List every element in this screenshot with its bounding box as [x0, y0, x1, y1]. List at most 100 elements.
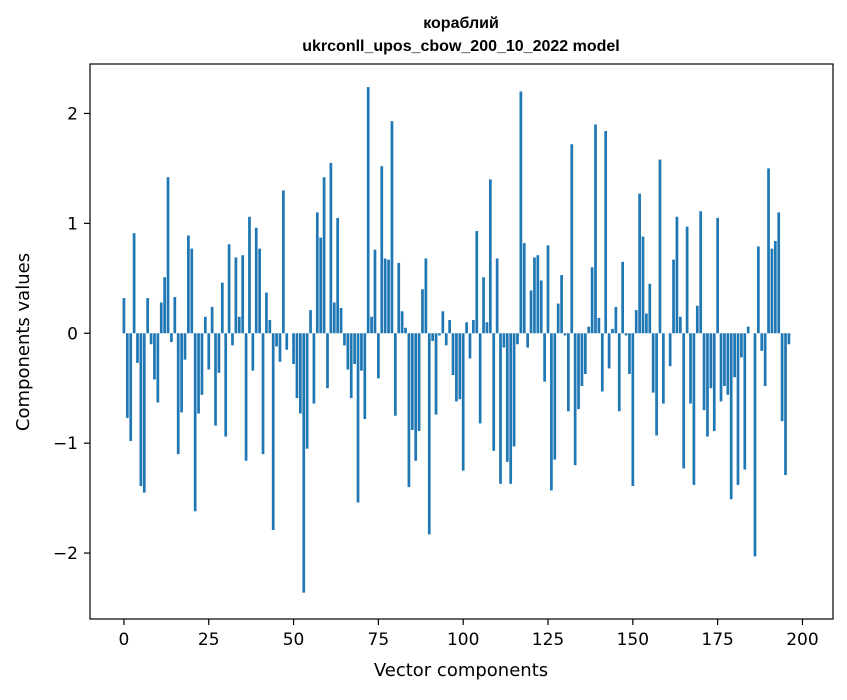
- bar: [706, 333, 709, 436]
- bar: [306, 333, 309, 448]
- bar: [452, 333, 455, 375]
- bar: [248, 217, 251, 334]
- bar: [187, 235, 190, 333]
- bar: [340, 308, 343, 333]
- bar: [374, 250, 377, 334]
- bar: [404, 328, 407, 334]
- bar: [377, 333, 380, 378]
- bar: [272, 333, 275, 530]
- bar: [472, 320, 475, 333]
- bar: [380, 166, 383, 333]
- bar: [621, 262, 624, 333]
- bar: [394, 333, 397, 415]
- bar: [499, 333, 502, 484]
- bar: [360, 333, 363, 370]
- bar: [299, 333, 302, 413]
- bar: [642, 237, 645, 334]
- bar: [221, 283, 224, 334]
- bar: [655, 333, 658, 435]
- bar: [445, 333, 448, 345]
- bar: [723, 333, 726, 386]
- bar: [123, 298, 126, 333]
- bar: [319, 238, 322, 334]
- bar: [686, 227, 689, 334]
- bar: [492, 333, 495, 451]
- bar: [543, 333, 546, 381]
- bar: [567, 333, 570, 411]
- y-tick-label: 1: [67, 214, 78, 234]
- bar: [760, 333, 763, 351]
- bar: [265, 293, 268, 334]
- bar: [747, 327, 750, 334]
- x-tick-label: 175: [701, 630, 733, 650]
- bar: [672, 260, 675, 334]
- bar: [696, 306, 699, 333]
- bar: [553, 333, 556, 459]
- bar: [346, 333, 349, 369]
- bar: [618, 333, 621, 411]
- bar: [743, 333, 746, 469]
- bar: [126, 333, 129, 418]
- bar: [302, 333, 305, 592]
- bar: [635, 310, 638, 333]
- bar: [547, 245, 550, 333]
- bar: [482, 277, 485, 333]
- bar: [489, 179, 492, 333]
- y-axis-label: Components values: [13, 253, 34, 431]
- bar: [458, 333, 461, 399]
- bar: [625, 333, 628, 335]
- bar: [520, 91, 523, 333]
- bar: [228, 244, 231, 333]
- bar: [207, 333, 210, 369]
- bar: [160, 302, 163, 333]
- x-tick-label: 75: [368, 630, 390, 650]
- bar: [401, 311, 404, 333]
- bar: [462, 333, 465, 470]
- bar: [140, 333, 143, 486]
- bar: [486, 322, 489, 333]
- bar: [608, 333, 611, 368]
- bar: [601, 333, 604, 391]
- bar: [197, 333, 200, 413]
- bar: [167, 177, 170, 333]
- bar: [235, 257, 238, 333]
- bar: [292, 333, 295, 364]
- bar: [662, 333, 665, 403]
- x-tick-label: 200: [786, 630, 818, 650]
- bar: [645, 313, 648, 333]
- bar: [275, 333, 278, 346]
- bar: [146, 298, 149, 333]
- bar: [737, 333, 740, 485]
- bar: [336, 218, 339, 333]
- bar: [781, 333, 784, 421]
- bar: [343, 333, 346, 345]
- bar: [611, 329, 614, 333]
- bar: [285, 333, 288, 349]
- bar: [720, 333, 723, 401]
- y-tick-label: 0: [67, 324, 78, 344]
- bar: [268, 320, 271, 333]
- bar: [282, 190, 285, 333]
- bar: [397, 263, 400, 333]
- x-axis-label: Vector components: [374, 660, 548, 681]
- y-tick-label: 2: [67, 104, 78, 124]
- bar: [726, 333, 729, 395]
- bar: [170, 333, 173, 342]
- y-tick-label: −2: [53, 544, 78, 564]
- bar: [564, 333, 567, 335]
- bar: [523, 243, 526, 333]
- bar: [177, 333, 180, 454]
- bar: [631, 333, 634, 486]
- bar: [757, 246, 760, 333]
- bar: [771, 249, 774, 334]
- bar: [313, 333, 316, 403]
- bar: [425, 259, 428, 334]
- y-tick-label: −1: [53, 434, 78, 454]
- bar: [350, 333, 353, 398]
- bar: [428, 333, 431, 534]
- bar: [204, 317, 207, 333]
- x-tick-label: 50: [283, 630, 305, 650]
- bar: [184, 333, 187, 359]
- bar: [557, 304, 560, 334]
